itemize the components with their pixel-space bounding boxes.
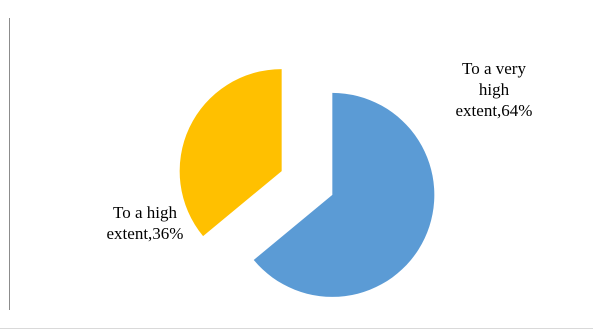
slice-label-1-line-1: extent,36% bbox=[107, 224, 184, 243]
slice-label-0-line-2: extent,64% bbox=[456, 101, 533, 120]
slice-label-1-line-0: To a high bbox=[113, 203, 177, 222]
left-border-line bbox=[9, 18, 10, 310]
slice-label-1: To a high extent,36% bbox=[107, 203, 184, 243]
pie-slice-1 bbox=[179, 69, 282, 237]
pie-slice-0 bbox=[253, 92, 435, 297]
slice-label-0-line-1: high bbox=[479, 80, 510, 99]
slice-label-0-line-0: To a very bbox=[462, 59, 526, 78]
slice-label-0: To a very high extent,64% bbox=[456, 59, 533, 120]
